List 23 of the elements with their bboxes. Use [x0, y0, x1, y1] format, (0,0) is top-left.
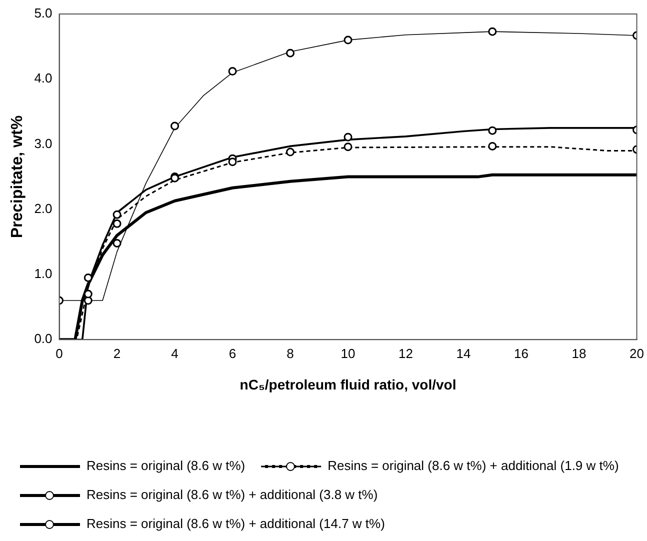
- x-tick-label: 14: [456, 346, 471, 361]
- y-axis-title: Precipitate, wt%: [9, 115, 26, 238]
- x-axis-title: nC₅/petroleum fluid ratio, vol/vol: [240, 376, 456, 392]
- x-tick-label: 10: [340, 346, 356, 361]
- x-tick-label: 2: [113, 346, 121, 361]
- x-tick-label: 20: [630, 346, 644, 361]
- legend-label: Resins = original (8.6 w t%): [86, 458, 246, 474]
- y-tick-label: 1.0: [34, 266, 52, 282]
- x-tick-label: 12: [398, 346, 414, 361]
- y-tick-label: 0.0: [34, 331, 52, 346]
- x-tick-label: 6: [228, 346, 236, 361]
- y-tick-label: 4.0: [34, 70, 52, 86]
- y-tick-label: 3.0: [34, 136, 52, 151]
- x-tick-label: 8: [286, 346, 294, 361]
- x-tick-label: 18: [572, 346, 586, 361]
- legend-label: Resins = original (8.6 w t%) + additional (14.7 w t%): [86, 516, 385, 532]
- legend-label: Resins = original (8.6 w t%) + additional (1.9 w t%): [328, 458, 619, 474]
- y-tick-label: 5.0: [34, 6, 52, 21]
- y-tick-label: 2.0: [34, 200, 52, 216]
- x-tick-label: 4: [171, 346, 178, 361]
- x-tick-label: 16: [514, 346, 529, 361]
- legend-label: Resins = original (8.6 w t%) + additional (3.8 w t%): [86, 487, 378, 502]
- x-tick-label: 0: [56, 346, 63, 361]
